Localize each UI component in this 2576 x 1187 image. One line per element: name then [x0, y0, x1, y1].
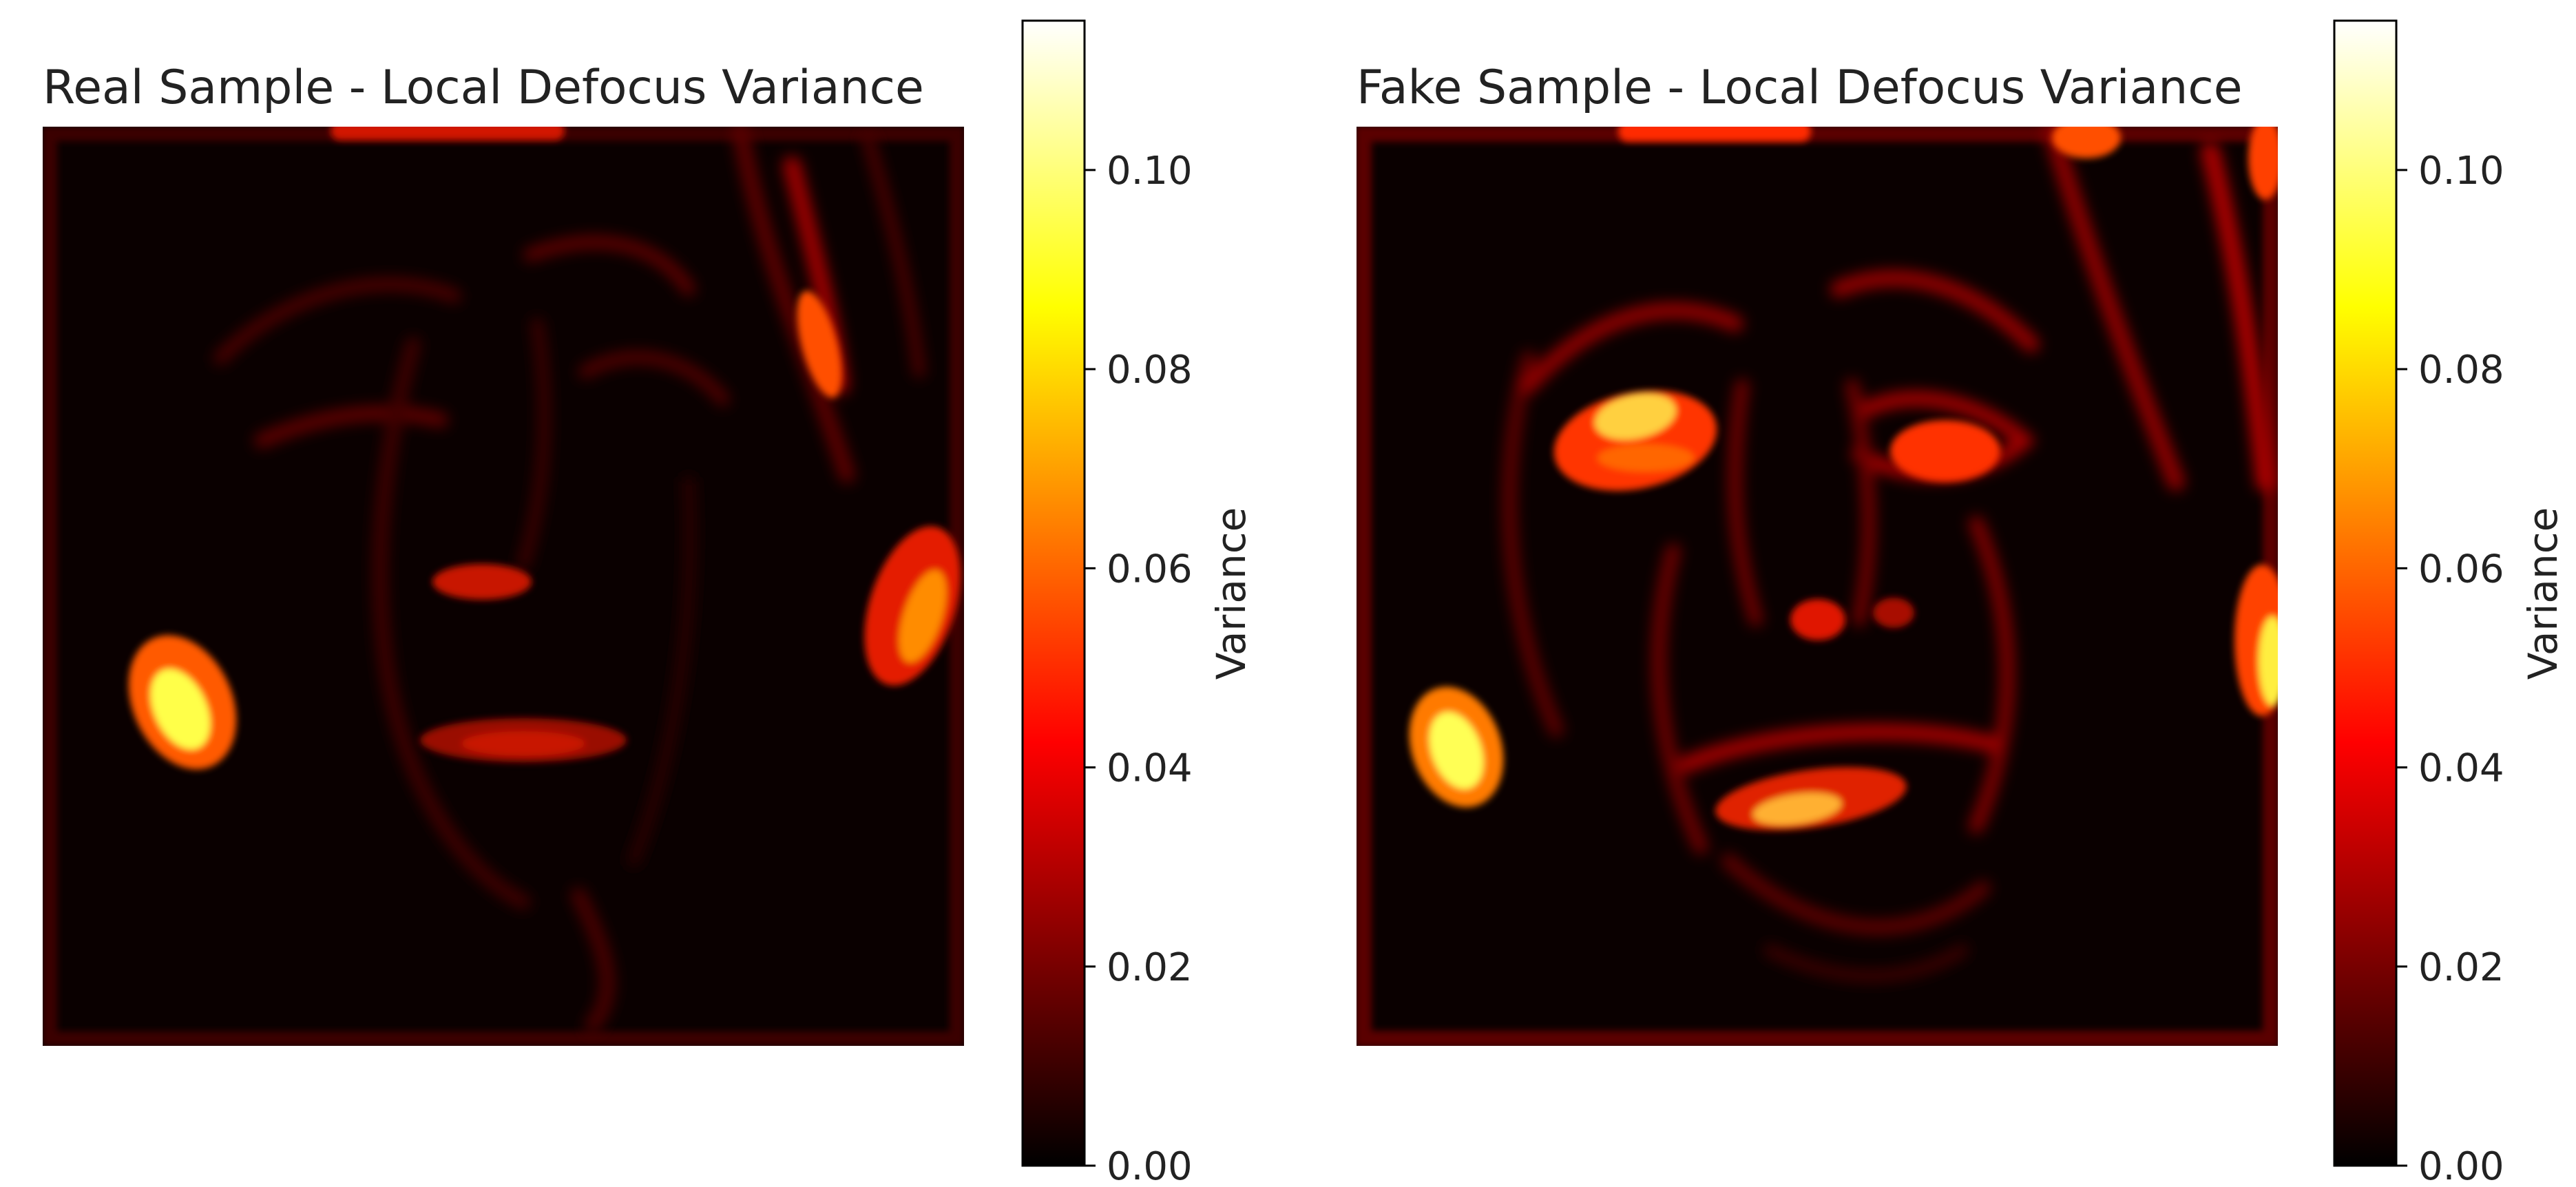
cheek-contour-right: [1969, 516, 2015, 834]
mouth-hotspot-core: [461, 731, 585, 756]
colorbar-tick-label: 0.08: [2418, 348, 2504, 392]
right-eye-hotspot: [1890, 420, 2000, 482]
colorbar-gradient: [1021, 19, 1086, 1167]
colorbar-tick-label: 0.04: [2418, 746, 2504, 791]
heatmap-image: [1357, 127, 2278, 1046]
colorbar-tick-label: 0.06: [2418, 547, 2504, 591]
chin-line: [1721, 853, 1991, 935]
colorbar-tick-label: 0.04: [1107, 746, 1193, 791]
cheek-contour: [373, 337, 531, 910]
colorbar-tick-label: 0.00: [2418, 1144, 2504, 1187]
nose-right-line: [1845, 379, 1876, 627]
real-sample-figure: Real Sample - Local Defocus Variance: [43, 19, 1255, 1187]
hair-strand-left: [2043, 127, 2185, 491]
colorbar-label: Variance: [1208, 507, 1255, 680]
nose-hotspot: [432, 564, 532, 600]
colorbar-tick-label: 0.06: [1107, 547, 1193, 591]
colorbar-ticks: 0.00 0.02 0.04 0.06 0.08 0.10: [1085, 149, 1193, 1187]
nose-left-line: [1728, 379, 1763, 627]
hair-left-hotspot: [2052, 127, 2121, 158]
brow-right-line: [523, 235, 695, 296]
colorbar-tick-label: 0.02: [1107, 945, 1193, 990]
fake-sample-panel: Fake Sample - Local Defocus Variance: [1288, 0, 2576, 1187]
colorbar-tick-label: 0.10: [2418, 149, 2504, 193]
mouth-hotspot-core: [1752, 792, 1842, 826]
cheek-contour-left: [1651, 543, 1708, 854]
hair-strand-right: [2201, 142, 2275, 492]
right-edge-hotspot-core: [899, 569, 947, 663]
left-cheek-hotspot-core: [150, 669, 211, 750]
left-eye-hotspot-core: [1594, 393, 1677, 440]
hair-strand-hotspot: [797, 291, 842, 398]
brow-right-line: [1830, 270, 2040, 353]
heatmap-title: Fake Sample - Local Defocus Variance: [1357, 61, 2243, 115]
fake-sample-figure: Fake Sample - Local Defocus Variance: [1357, 19, 2566, 1187]
colorbar-tick-label: 0.02: [2418, 945, 2504, 990]
lower-chin: [1763, 944, 1969, 983]
colorbar-ticks: 0.00 0.02 0.04 0.06 0.08 0.10: [2396, 149, 2504, 1187]
jaw-line: [627, 476, 696, 867]
face-contour-left: [1502, 350, 1564, 737]
top-border-hot: [331, 127, 565, 140]
right-edge-hotspot-core: [2259, 616, 2278, 706]
colorbar: 0.00 0.02 0.04 0.06 0.08 0.10 Variance: [1021, 19, 1255, 1187]
colorbar-tick-label: 0.00: [1107, 1144, 1193, 1187]
chin-line: [571, 887, 615, 1033]
nose-tip-hotspot: [1873, 598, 1914, 628]
colorbar-tick-label: 0.08: [1107, 348, 1193, 392]
real-sample-panel: Real Sample - Local Defocus Variance: [43, 19, 1255, 1187]
top-border-hot: [1618, 127, 1811, 142]
mouth-outline: [1679, 724, 1998, 773]
heatmap-title: Real Sample - Local Defocus Variance: [43, 61, 924, 115]
left-eye-inner: [1598, 444, 1694, 472]
left-cheek-hotspot-core: [1429, 712, 1484, 789]
colorbar-gradient: [2333, 19, 2398, 1167]
brow-left-line: [1520, 302, 1743, 394]
nose-ridge: [517, 317, 551, 571]
hair-strand-far: [861, 132, 925, 378]
nose-hotspot: [1790, 599, 1845, 640]
hair-strand-outer: [732, 127, 855, 483]
heatmap-background: [1357, 127, 2278, 1046]
colorbar: 0.00 0.02 0.04 0.06 0.08 0.10 Variance: [2333, 19, 2566, 1187]
eye-left-line: [254, 406, 448, 448]
eye-right-line: [578, 350, 730, 406]
right-top-hotspot: [2248, 127, 2278, 200]
colorbar-tick-label: 0.10: [1107, 149, 1193, 193]
heatmap-image: [43, 127, 964, 1046]
colorbar-label: Variance: [2520, 507, 2566, 680]
brow-left-line: [213, 277, 461, 365]
